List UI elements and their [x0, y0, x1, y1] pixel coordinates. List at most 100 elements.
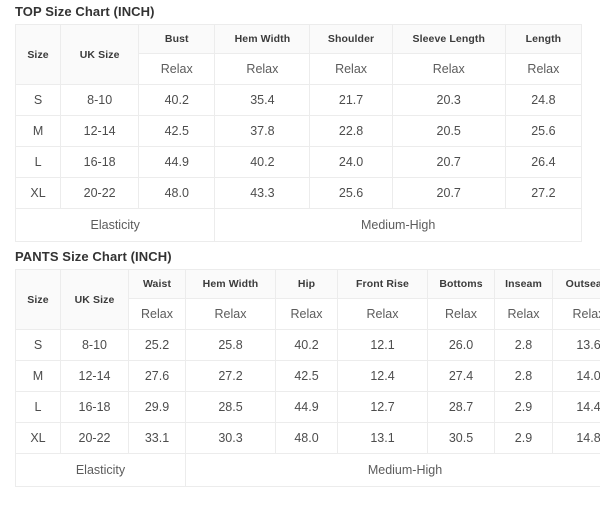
- top-row-3-uk: 20-22: [60, 177, 140, 209]
- table-row: L 16-18 29.9 28.5 44.9 12.7 28.7 2.9 14.…: [15, 391, 600, 423]
- top-header-row: Size UK Size Bust Hem Width Shoulder Sle…: [14, 24, 583, 85]
- pants-row-3-size: XL: [15, 422, 61, 454]
- table-row: L 16-18 44.9 40.2 24.0 20.7 26.4: [14, 146, 583, 178]
- pants-row-2-hem-width: 28.5: [185, 391, 276, 423]
- pants-row-1-bottoms: 27.4: [427, 360, 495, 392]
- pants-row-0-inseam: 2.8: [494, 329, 553, 361]
- pants-row-3-uk: 20-22: [60, 422, 129, 454]
- pants-row-0-bottoms: 26.0: [427, 329, 495, 361]
- top-chart-title: TOP Size Chart (INCH): [15, 4, 155, 19]
- pants-row-0-hem-width: 25.8: [185, 329, 276, 361]
- top-fit-row: Relax Relax Relax Relax Relax: [16, 53, 583, 85]
- pants-row-1-size: M: [15, 360, 61, 392]
- top-row-2-shoulder: 24.0: [309, 146, 393, 178]
- pants-row-1-waist: 27.6: [128, 360, 186, 392]
- top-row-2-sleeve-length: 20.7: [391, 146, 506, 178]
- top-elasticity-label: Elasticity: [14, 208, 216, 242]
- top-fit-hem-width: Relax: [214, 53, 311, 85]
- pants-size-table-wrapper: Size UK Size Waist Hem Width Hip Front R…: [0, 269, 600, 487]
- pants-header-front-rise: Front Rise: [337, 269, 428, 299]
- top-row-3-shoulder: 25.6: [309, 177, 393, 209]
- top-row-1-length: 25.6: [504, 115, 583, 147]
- pants-row-3-hip: 48.0: [275, 422, 338, 454]
- top-row-2-hem-width: 40.2: [214, 146, 311, 178]
- top-row-2-size: L: [14, 146, 62, 178]
- pants-elasticity-row: Elasticity Medium-High: [15, 453, 600, 487]
- pants-fit-outseam: Relax: [552, 298, 600, 330]
- pants-row-0-uk: 8-10: [60, 329, 129, 361]
- top-row-1-shoulder: 22.8: [309, 115, 393, 147]
- top-fit-length: Relax: [504, 53, 583, 85]
- pants-row-2-uk: 16-18: [60, 391, 129, 423]
- pants-header-row: Size UK Size Waist Hem Width Hip Front R…: [15, 269, 600, 330]
- pants-row-3-hem-width: 30.3: [185, 422, 276, 454]
- top-header-uk-size: UK Size: [60, 24, 140, 85]
- top-row-1-bust: 42.5: [138, 115, 216, 147]
- table-row: S 8-10 40.2 35.4 21.7 20.3 24.8: [14, 84, 583, 116]
- pants-header-size: Size: [15, 269, 61, 330]
- top-fit-shoulder: Relax: [309, 53, 393, 85]
- pants-row-0-outseam: 13.6: [552, 329, 600, 361]
- top-header-hem-width: Hem Width: [214, 24, 311, 54]
- top-row-3-length: 27.2: [504, 177, 583, 209]
- pants-row-0-front-rise: 12.1: [337, 329, 428, 361]
- pants-row-2-waist: 29.9: [128, 391, 186, 423]
- pants-row-2-bottoms: 28.7: [427, 391, 495, 423]
- top-row-0-length: 24.8: [504, 84, 583, 116]
- pants-header-uk-size: UK Size: [60, 269, 129, 330]
- top-row-3-size: XL: [14, 177, 62, 209]
- pants-fit-row: Relax Relax Relax Relax Relax Relax Rela…: [16, 298, 600, 330]
- pants-row-1-hem-width: 27.2: [185, 360, 276, 392]
- top-row-3-bust: 48.0: [138, 177, 216, 209]
- top-row-2-uk: 16-18: [60, 146, 140, 178]
- table-row: M 12-14 42.5 37.8 22.8 20.5 25.6: [14, 115, 583, 147]
- top-header-shoulder: Shoulder: [309, 24, 393, 54]
- pants-row-0-waist: 25.2: [128, 329, 186, 361]
- pants-row-3-bottoms: 30.5: [427, 422, 495, 454]
- top-fit-sleeve-length: Relax: [391, 53, 506, 85]
- pants-fit-inseam: Relax: [494, 298, 553, 330]
- pants-row-1-hip: 42.5: [275, 360, 338, 392]
- pants-row-3-waist: 33.1: [128, 422, 186, 454]
- top-row-3-hem-width: 43.3: [214, 177, 311, 209]
- top-size-table-wrapper: Size UK Size Bust Hem Width Shoulder Sle…: [0, 24, 600, 242]
- top-header-length: Length: [504, 24, 583, 54]
- top-header-sleeve-length: Sleeve Length: [391, 24, 506, 54]
- top-row-0-uk: 8-10: [60, 84, 140, 116]
- top-row-1-uk: 12-14: [60, 115, 140, 147]
- top-row-1-sleeve-length: 20.5: [391, 115, 506, 147]
- pants-fit-hem-width: Relax: [185, 298, 276, 330]
- table-row: XL 20-22 48.0 43.3 25.6 20.7 27.2: [14, 177, 583, 209]
- pants-fit-bottoms: Relax: [427, 298, 495, 330]
- pants-row-2-size: L: [15, 391, 61, 423]
- pants-header-hip: Hip: [275, 269, 338, 299]
- top-row-0-shoulder: 21.7: [309, 84, 393, 116]
- pants-row-0-hip: 40.2: [275, 329, 338, 361]
- pants-fit-waist: Relax: [128, 298, 186, 330]
- top-row-1-hem-width: 37.8: [214, 115, 311, 147]
- pants-row-1-uk: 12-14: [60, 360, 129, 392]
- top-size-table: Size UK Size Bust Hem Width Shoulder Sle…: [14, 24, 583, 242]
- pants-row-3-outseam: 14.8: [552, 422, 600, 454]
- table-row: XL 20-22 33.1 30.3 48.0 13.1 30.5 2.9 14…: [15, 422, 600, 454]
- top-row-1-size: M: [14, 115, 62, 147]
- table-row: M 12-14 27.6 27.2 42.5 12.4 27.4 2.8 14.…: [15, 360, 600, 392]
- pants-chart-title: PANTS Size Chart (INCH): [15, 249, 172, 264]
- top-row-2-bust: 44.9: [138, 146, 216, 178]
- top-row-2-length: 26.4: [504, 146, 583, 178]
- pants-row-1-outseam: 14.0: [552, 360, 600, 392]
- top-elasticity-row: Elasticity Medium-High: [14, 208, 582, 242]
- pants-header-outseam: Outseam: [552, 269, 600, 299]
- pants-header-inseam: Inseam: [494, 269, 553, 299]
- pants-row-1-front-rise: 12.4: [337, 360, 428, 392]
- pants-row-2-hip: 44.9: [275, 391, 338, 423]
- pants-row-2-front-rise: 12.7: [337, 391, 428, 423]
- top-row-0-size: S: [14, 84, 62, 116]
- top-elasticity-value: Medium-High: [214, 208, 582, 242]
- pants-row-1-inseam: 2.8: [494, 360, 553, 392]
- pants-header-hem-width: Hem Width: [185, 269, 276, 299]
- table-row: S 8-10 25.2 25.8 40.2 12.1 26.0 2.8 13.6: [15, 329, 600, 361]
- pants-elasticity-label: Elasticity: [15, 453, 186, 487]
- pants-row-3-inseam: 2.9: [494, 422, 553, 454]
